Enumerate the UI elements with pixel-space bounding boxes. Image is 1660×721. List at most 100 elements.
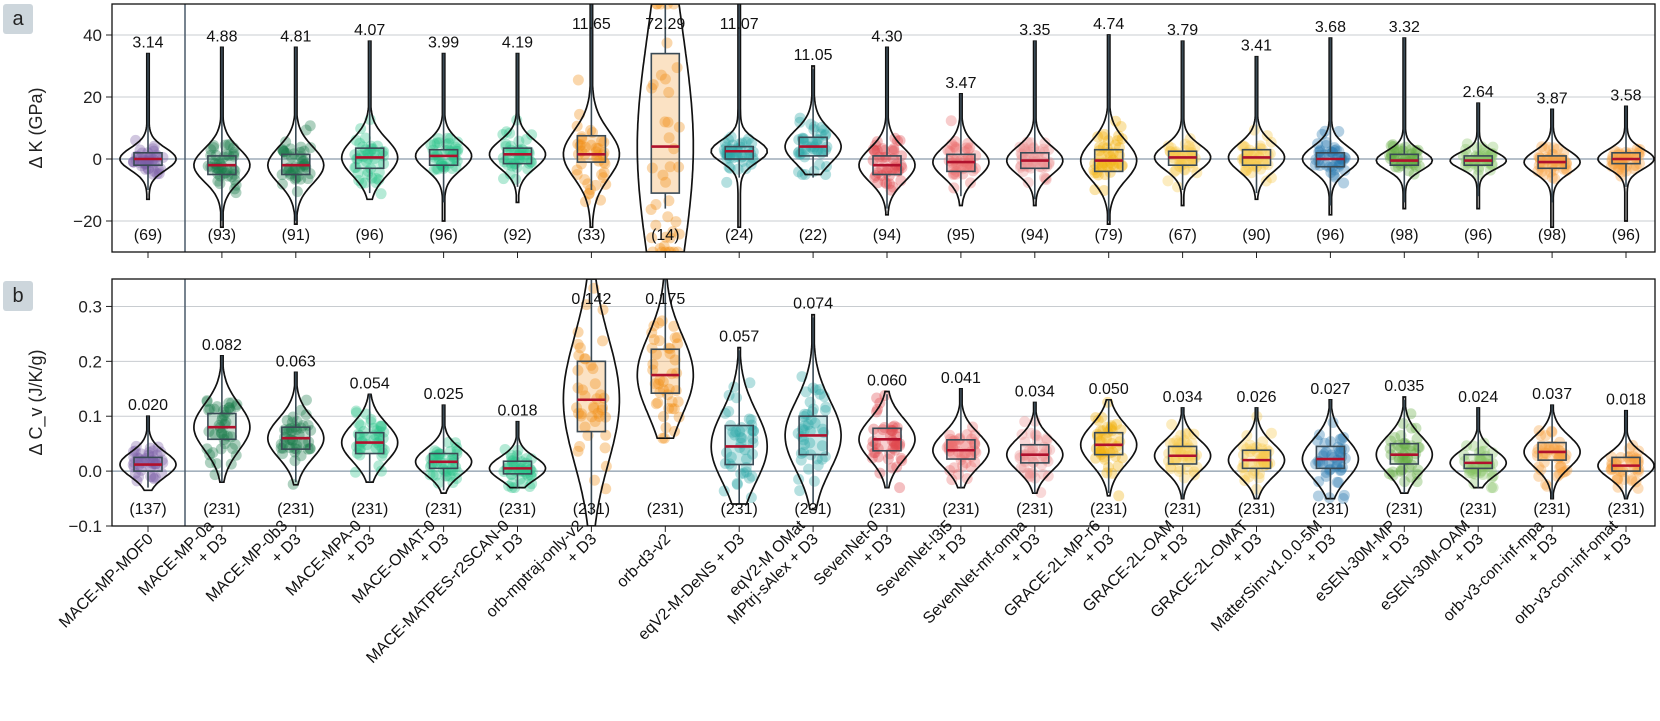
top-value-label: 0.050 <box>1089 381 1129 398</box>
data-point <box>812 459 824 471</box>
data-point <box>1471 142 1483 154</box>
data-point <box>579 174 591 186</box>
top-value-label: 2.64 <box>1463 84 1494 101</box>
data-point <box>1392 439 1404 451</box>
data-point <box>129 445 141 457</box>
data-point <box>295 141 307 153</box>
data-point <box>745 158 757 170</box>
data-point <box>133 453 145 465</box>
data-point <box>1115 120 1127 132</box>
violin-outline <box>784 313 842 511</box>
top-value-label: 0.035 <box>1384 378 1424 395</box>
data-point <box>872 451 884 463</box>
data-point <box>723 406 735 418</box>
data-point <box>1254 142 1266 154</box>
data-point <box>880 151 892 163</box>
violin-outline <box>858 390 916 489</box>
data-point <box>1480 450 1492 462</box>
top-value-label: 3.79 <box>1167 22 1198 39</box>
data-point <box>1535 464 1547 476</box>
data-point <box>203 425 215 437</box>
data-point <box>300 394 312 406</box>
data-point <box>1405 471 1417 483</box>
data-point <box>151 168 163 180</box>
data-point <box>1101 421 1113 433</box>
violin-outline <box>193 46 251 229</box>
data-point <box>451 441 463 453</box>
top-value-label: 3.32 <box>1389 19 1420 36</box>
data-point <box>1318 448 1330 460</box>
data-point <box>359 132 371 144</box>
data-point <box>1113 130 1125 142</box>
data-point <box>223 402 235 414</box>
data-point <box>368 422 380 434</box>
data-point <box>1411 468 1423 480</box>
model-2 <box>266 371 325 490</box>
data-point <box>1630 159 1642 171</box>
data-point <box>351 153 363 165</box>
data-point <box>294 165 306 177</box>
model-10 <box>858 390 916 494</box>
data-point <box>526 478 538 490</box>
count-label: (231) <box>1312 501 1349 518</box>
data-point <box>1097 131 1109 143</box>
data-point <box>1038 171 1050 183</box>
data-point <box>891 438 903 450</box>
data-point <box>806 136 818 148</box>
data-point <box>1019 416 1031 428</box>
count-label: (231) <box>647 501 684 518</box>
data-point <box>1387 469 1399 481</box>
data-point <box>583 187 595 199</box>
data-point <box>887 181 899 193</box>
top-value-label: 0.020 <box>128 397 168 414</box>
data-point <box>514 154 526 166</box>
data-point <box>1178 164 1190 176</box>
data-point <box>1324 464 1336 476</box>
data-point <box>1487 482 1499 494</box>
model-14 <box>1153 40 1212 207</box>
data-point <box>1108 160 1120 172</box>
count-label: (231) <box>1238 501 1275 518</box>
data-point <box>960 457 972 469</box>
data-point <box>1333 125 1345 137</box>
violin-outline <box>932 93 990 207</box>
data-point <box>294 146 306 158</box>
data-point <box>1619 474 1631 486</box>
data-point <box>1329 171 1341 183</box>
data-point <box>572 445 584 457</box>
data-point <box>1539 169 1551 181</box>
data-point <box>587 363 599 375</box>
top-value-label: 0.018 <box>1606 392 1646 409</box>
data-point <box>960 439 972 451</box>
data-point <box>888 143 900 155</box>
count-label: (231) <box>1164 501 1201 518</box>
data-point <box>659 116 671 128</box>
count-label: (91) <box>282 227 310 244</box>
data-point <box>505 449 517 461</box>
data-point <box>155 446 167 458</box>
data-point <box>1036 459 1048 471</box>
data-point <box>1034 161 1046 173</box>
data-point <box>871 145 883 157</box>
data-point <box>516 143 528 155</box>
model-15 <box>1227 55 1286 201</box>
data-point <box>445 146 457 158</box>
data-point <box>804 425 816 437</box>
data-point <box>586 411 598 423</box>
data-point <box>954 432 966 444</box>
data-point <box>1335 447 1347 459</box>
data-point <box>727 426 739 438</box>
data-point <box>950 438 962 450</box>
top-value-label: 0.082 <box>202 337 242 354</box>
count-label: (98) <box>1538 227 1566 244</box>
data-point <box>1385 140 1397 152</box>
data-point <box>1037 143 1049 155</box>
data-point <box>148 157 160 169</box>
data-point <box>505 469 517 481</box>
data-point <box>1186 147 1198 159</box>
data-point <box>276 178 288 190</box>
iqr-box <box>1315 445 1346 470</box>
data-point <box>143 446 155 458</box>
model-16 <box>1301 398 1360 505</box>
data-point <box>284 442 296 454</box>
